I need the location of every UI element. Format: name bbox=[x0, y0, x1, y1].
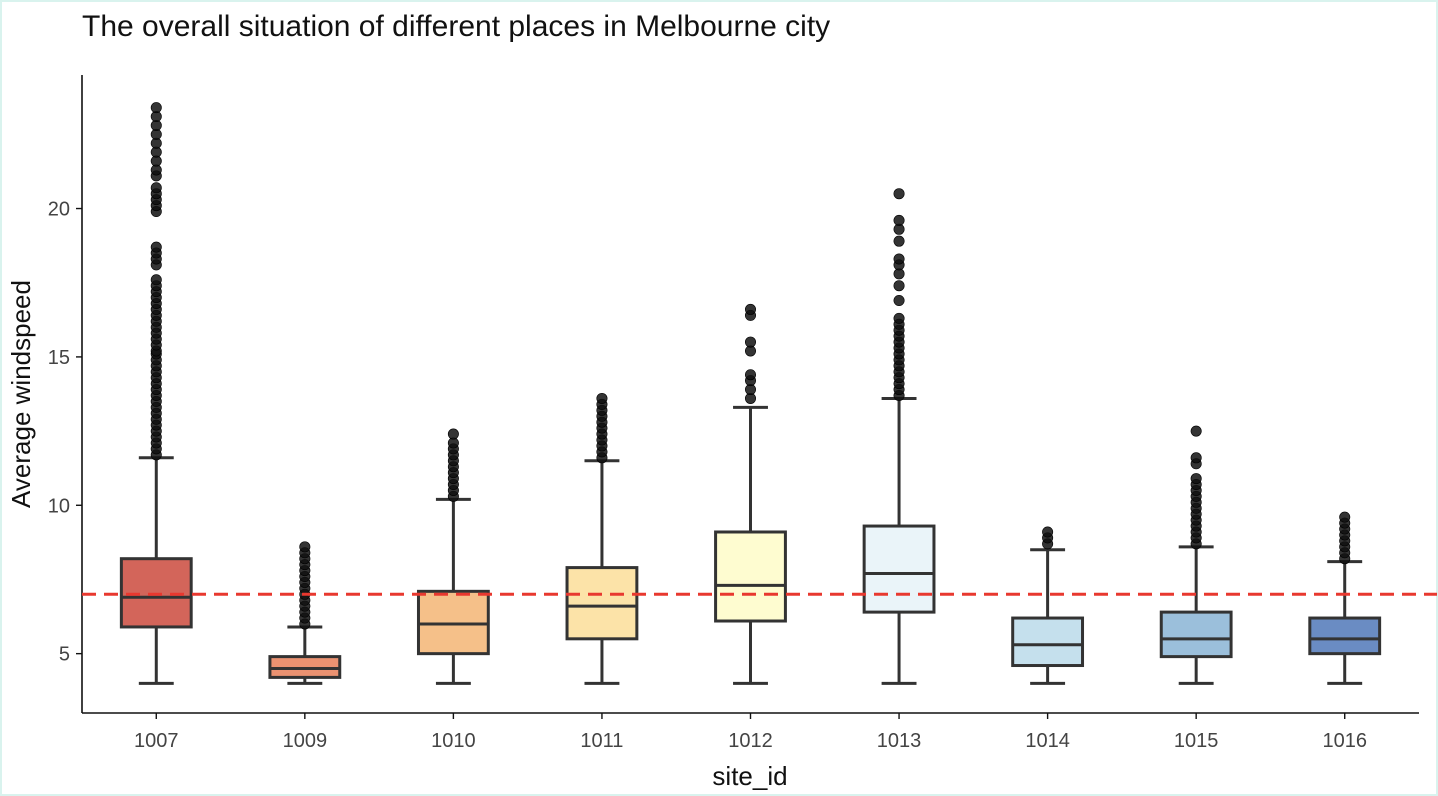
outlier-point bbox=[150, 102, 162, 114]
outlier-point bbox=[150, 182, 162, 194]
outlier-point bbox=[893, 188, 905, 200]
outlier-point bbox=[1190, 473, 1202, 485]
outlier-point bbox=[596, 392, 608, 404]
box-iqr bbox=[862, 524, 936, 614]
box-iqr bbox=[1011, 616, 1085, 668]
chart-title: The overall situation of different place… bbox=[82, 10, 830, 43]
outlier-point bbox=[1339, 511, 1351, 523]
box-iqr bbox=[1159, 610, 1233, 659]
y-axis-label: Average windspeed bbox=[6, 280, 36, 508]
outlier-point bbox=[893, 253, 905, 265]
y-tick-label: 15 bbox=[48, 347, 70, 369]
box-group-1009 bbox=[268, 541, 342, 685]
x-tick-label: 1007 bbox=[134, 730, 179, 752]
box-iqr bbox=[1308, 616, 1382, 656]
outlier-point bbox=[893, 214, 905, 226]
outlier-point bbox=[893, 235, 905, 247]
x-tick-label: 1009 bbox=[283, 730, 328, 752]
outlier-point bbox=[1042, 526, 1054, 538]
x-tick-label: 1014 bbox=[1025, 730, 1070, 752]
box-group-1016 bbox=[1308, 511, 1382, 685]
outlier-point bbox=[744, 303, 756, 315]
box-group-1015 bbox=[1159, 425, 1233, 685]
outlier-point bbox=[744, 336, 756, 348]
outlier-point bbox=[447, 428, 459, 440]
y-tick-label: 20 bbox=[48, 199, 70, 221]
outlier-point bbox=[299, 541, 311, 553]
box-group-1007 bbox=[119, 102, 193, 685]
outlier-point bbox=[744, 369, 756, 381]
box-group-1013 bbox=[862, 188, 936, 685]
outlier-point bbox=[1190, 452, 1202, 464]
x-tick-label: 1015 bbox=[1174, 730, 1219, 752]
y-tick-label: 10 bbox=[48, 495, 70, 517]
box-group-1010 bbox=[416, 428, 490, 685]
outlier-point bbox=[893, 312, 905, 324]
box-iqr bbox=[714, 530, 787, 623]
outlier-point bbox=[150, 274, 162, 286]
box-group-1014 bbox=[1011, 526, 1085, 685]
box-group-1011 bbox=[565, 392, 639, 685]
outlier-point bbox=[893, 280, 905, 292]
outlier-point bbox=[1190, 425, 1202, 437]
outlier-point bbox=[150, 241, 162, 253]
y-tick-label: 5 bbox=[59, 644, 70, 666]
x-tick-label: 1011 bbox=[580, 730, 623, 752]
box-group-1012 bbox=[714, 303, 787, 685]
x-tick-label: 1012 bbox=[728, 730, 773, 752]
box-iqr bbox=[565, 566, 639, 641]
x-tick-label: 1010 bbox=[431, 730, 476, 752]
x-tick-label: 1013 bbox=[877, 730, 922, 752]
outlier-point bbox=[893, 295, 905, 307]
x-tick-label: 1016 bbox=[1322, 730, 1367, 752]
x-axis-label: site_id bbox=[712, 761, 787, 791]
